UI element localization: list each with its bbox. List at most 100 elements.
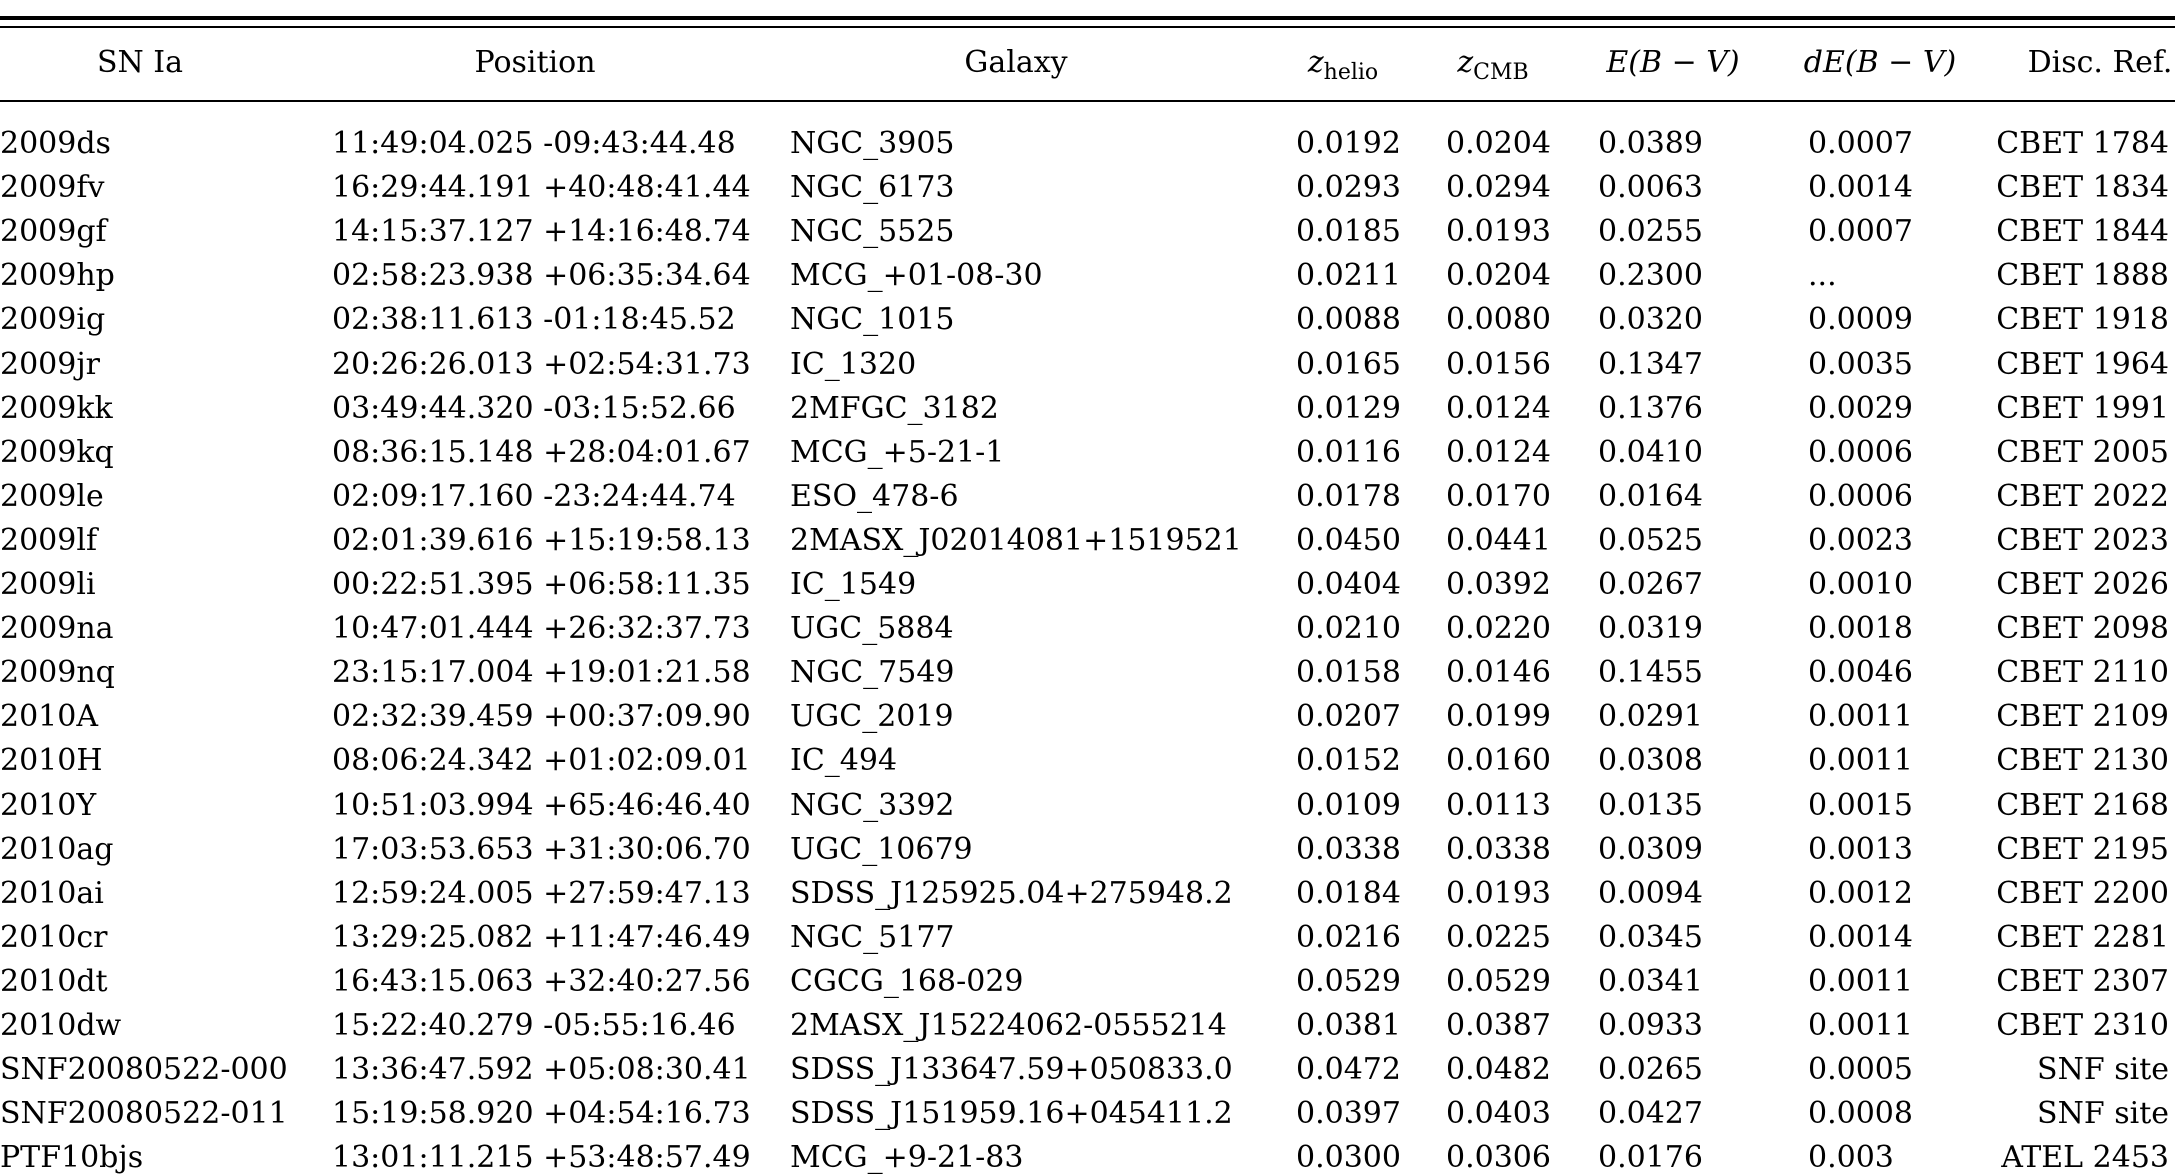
cell-position: 13:29:25.082 +11:47:46.49 [332, 920, 751, 955]
cell-zcmb: 0.0193 [1446, 214, 1551, 249]
cell-ebv: 0.0319 [1598, 611, 1703, 646]
cell-zhelio: 0.0129 [1296, 391, 1401, 426]
cell-ebv: 0.0933 [1598, 1008, 1703, 1043]
cell-zcmb: 0.0482 [1446, 1052, 1551, 1087]
cell-zcmb: 0.0225 [1446, 920, 1551, 955]
cell-zhelio: 0.0178 [1296, 479, 1401, 514]
cell-ebv: 0.0345 [1598, 920, 1703, 955]
cell-zhelio: 0.0184 [1296, 876, 1401, 911]
cell-sn: 2010A [0, 699, 99, 734]
cell-sn: 2009gf [0, 214, 107, 249]
cell-ebv: 0.0265 [1598, 1052, 1703, 1087]
cell-debv: 0.0008 [1808, 1096, 1913, 1131]
cell-galaxy: SDSS_J151959.16+045411.2 [790, 1096, 1233, 1131]
cell-sn: 2009fv [0, 170, 105, 205]
cell-disc-ref: CBET 1918 [1996, 302, 2169, 337]
cell-disc-ref: CBET 1888 [1996, 258, 2169, 293]
cell-disc-ref: CBET 2022 [1996, 479, 2169, 514]
cell-ebv: 0.0410 [1598, 435, 1703, 470]
zhelio-subscript: helio [1323, 60, 1379, 85]
cell-zhelio: 0.0088 [1296, 302, 1401, 337]
cell-debv: 0.0011 [1808, 964, 1913, 999]
cell-position: 10:51:03.994 +65:46:46.40 [332, 788, 751, 823]
cell-zhelio: 0.0109 [1296, 788, 1401, 823]
cell-zhelio: 0.0207 [1296, 699, 1401, 734]
cell-zcmb: 0.0529 [1446, 964, 1551, 999]
cell-ebv: 0.0094 [1598, 876, 1703, 911]
cell-zhelio: 0.0116 [1296, 435, 1401, 470]
cell-zhelio: 0.0158 [1296, 655, 1401, 690]
cell-galaxy: NGC_7549 [790, 655, 955, 690]
cell-debv: 0.0014 [1808, 920, 1913, 955]
zcmb-symbol: z [1457, 45, 1474, 80]
cell-debv: 0.0014 [1808, 170, 1913, 205]
cell-sn: 2009hp [0, 258, 115, 293]
column-header-position: Position [474, 45, 596, 80]
column-header-debv: dE(B − V) [1804, 48, 1956, 78]
cell-galaxy: MCG_+5-21-1 [790, 435, 1005, 470]
cell-debv: 0.0011 [1808, 743, 1913, 778]
cell-zhelio: 0.0397 [1296, 1096, 1401, 1131]
cell-position: 02:01:39.616 +15:19:58.13 [332, 523, 751, 558]
cell-galaxy: MCG_+01-08-30 [790, 258, 1043, 293]
cell-position: 02:32:39.459 +00:37:09.90 [332, 699, 751, 734]
cell-ebv: 0.0341 [1598, 964, 1703, 999]
cell-ebv: 0.0135 [1598, 788, 1703, 823]
cell-galaxy: 2MASX_J02014081+1519521 [790, 523, 1242, 558]
cell-zcmb: 0.0124 [1446, 435, 1551, 470]
table-top-rule-inner [0, 26, 2175, 28]
cell-zcmb: 0.0080 [1446, 302, 1551, 337]
cell-galaxy: 2MASX_J15224062-0555214 [790, 1008, 1227, 1043]
cell-position: 02:58:23.938 +06:35:34.64 [332, 258, 751, 293]
cell-debv: 0.0011 [1808, 1008, 1913, 1043]
cell-ebv: 0.0427 [1598, 1096, 1703, 1131]
cell-galaxy: IC_1549 [790, 567, 917, 602]
cell-disc-ref: CBET 2168 [1996, 788, 2169, 823]
cell-zhelio: 0.0381 [1296, 1008, 1401, 1043]
cell-disc-ref: CBET 2310 [1996, 1008, 2169, 1043]
cell-zhelio: 0.0152 [1296, 743, 1401, 778]
cell-sn: 2009le [0, 479, 104, 514]
cell-ebv: 0.0255 [1598, 214, 1703, 249]
cell-position: 00:22:51.395 +06:58:11.35 [332, 567, 751, 602]
cell-zhelio: 0.0338 [1296, 832, 1401, 867]
cell-position: 20:26:26.013 +02:54:31.73 [332, 347, 751, 382]
cell-sn: 2010H [0, 743, 103, 778]
cell-debv: 0.0010 [1808, 567, 1913, 602]
cell-sn: 2009lf [0, 523, 98, 558]
cell-zhelio: 0.0165 [1296, 347, 1401, 382]
cell-sn: 2009li [0, 567, 96, 602]
cell-debv: 0.0023 [1808, 523, 1913, 558]
cell-debv: 0.0018 [1808, 611, 1913, 646]
column-header-zhelio: zhelio [1307, 45, 1378, 84]
cell-galaxy: UGC_10679 [790, 832, 973, 867]
cell-disc-ref: CBET 2130 [1996, 743, 2169, 778]
cell-position: 12:59:24.005 +27:59:47.13 [332, 876, 751, 911]
zhelio-symbol: z [1307, 45, 1324, 80]
cell-disc-ref: CBET 2026 [1996, 567, 2169, 602]
cell-disc-ref: CBET 2281 [1996, 920, 2169, 955]
cell-disc-ref: CBET 2200 [1996, 876, 2169, 911]
cell-zhelio: 0.0216 [1296, 920, 1401, 955]
cell-zcmb: 0.0124 [1446, 391, 1551, 426]
cell-debv: 0.0007 [1808, 126, 1913, 161]
cell-ebv: 0.0309 [1598, 832, 1703, 867]
ebv-label: E(B − V) [1606, 45, 1740, 80]
cell-sn: 2010ag [0, 832, 114, 867]
cell-zhelio: 0.0211 [1296, 258, 1401, 293]
cell-debv: 0.0006 [1808, 435, 1913, 470]
cell-zcmb: 0.0204 [1446, 126, 1551, 161]
cell-zhelio: 0.0472 [1296, 1052, 1401, 1087]
cell-debv: 0.0007 [1808, 214, 1913, 249]
cell-zcmb: 0.0403 [1446, 1096, 1551, 1131]
cell-position: 08:36:15.148 +28:04:01.67 [332, 435, 751, 470]
cell-ebv: 0.0320 [1598, 302, 1703, 337]
column-header-galaxy: Galaxy [964, 45, 1068, 80]
cell-disc-ref: CBET 2109 [1996, 699, 2169, 734]
cell-debv: 0.003 [1808, 1140, 1894, 1175]
cell-sn: 2010ai [0, 876, 104, 911]
cell-galaxy: IC_1320 [790, 347, 917, 382]
cell-disc-ref: CBET 2110 [1996, 655, 2169, 690]
cell-galaxy: UGC_5884 [790, 611, 954, 646]
cell-galaxy: NGC_3905 [790, 126, 955, 161]
